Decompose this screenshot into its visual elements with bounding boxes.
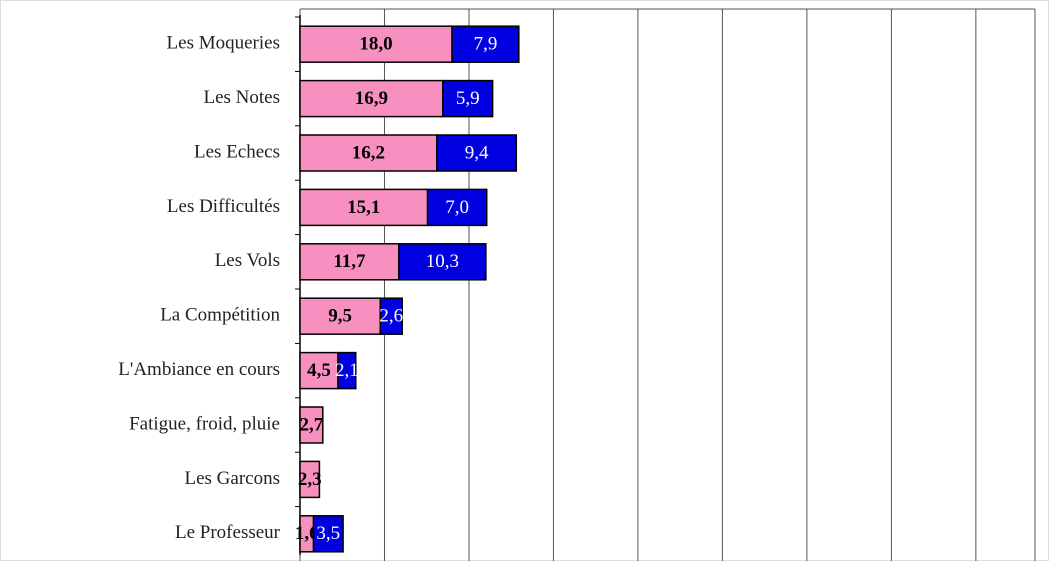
- bar: [426, 188, 488, 227]
- value-label: 2,6: [379, 306, 403, 327]
- bar: [299, 25, 453, 63]
- y-tick-label: Les Moqueries: [167, 33, 280, 54]
- y-tick-label: Les Echecs: [194, 141, 280, 162]
- y-tick-label: Les Garcons: [185, 468, 281, 489]
- value-label: 11,7: [333, 251, 366, 272]
- value-label: 16,2: [352, 142, 385, 163]
- bar: [299, 134, 438, 172]
- bar: [299, 79, 444, 118]
- y-tick-label: Les Difficultés: [167, 196, 280, 217]
- value-label: 18,0: [359, 34, 392, 55]
- y-tick-label: L'Ambiance en cours: [118, 359, 280, 380]
- value-label: 7,9: [474, 34, 498, 55]
- value-label: 1,6: [295, 523, 319, 544]
- value-label: 5,9: [456, 88, 480, 109]
- value-label: 2,1: [335, 360, 359, 381]
- value-label: 4,5: [307, 360, 331, 381]
- value-label: 3,5: [316, 523, 340, 544]
- value-label: 10,3: [426, 251, 459, 272]
- bar: [337, 351, 357, 390]
- y-tick-label: Fatigue, froid, pluie: [129, 413, 280, 434]
- bar: [299, 297, 382, 335]
- bar: [398, 243, 487, 281]
- y-tick-label: La Compétition: [160, 305, 280, 326]
- bar: [451, 25, 520, 63]
- y-tick-label: Les Notes: [203, 87, 280, 108]
- bar: [299, 460, 321, 499]
- value-label: 16,9: [355, 88, 388, 109]
- y-tick-label: Le Professeur: [175, 522, 281, 543]
- bar: [379, 297, 403, 335]
- bar: [312, 515, 344, 553]
- value-label: 7,0: [445, 197, 469, 218]
- value-label: 2,7: [300, 414, 324, 435]
- bar: [436, 134, 518, 172]
- bar: [299, 406, 324, 444]
- bar: [299, 243, 400, 281]
- bar: [442, 79, 494, 118]
- value-label: 9,4: [465, 142, 489, 163]
- value-label: 15,1: [347, 197, 380, 218]
- y-tick-label: Les Vols: [215, 250, 280, 271]
- value-label: 2,3: [298, 469, 322, 490]
- value-label: 9,5: [328, 306, 352, 327]
